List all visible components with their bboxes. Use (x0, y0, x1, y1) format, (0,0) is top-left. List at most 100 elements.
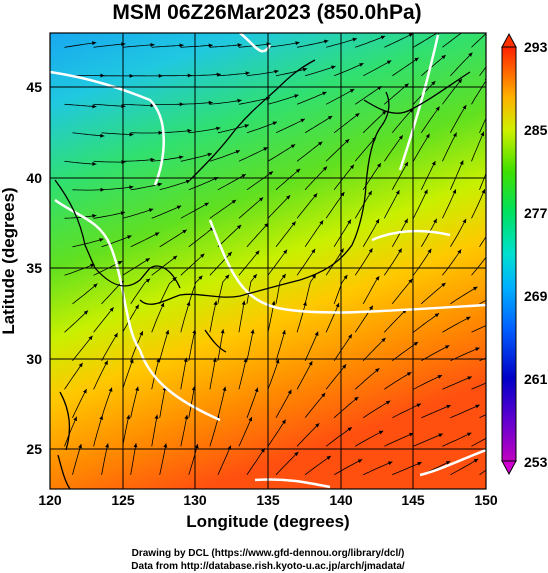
streamline (180, 357, 187, 390)
streamline-arrowhead (326, 455, 331, 460)
streamline-arrowhead (291, 221, 296, 226)
streamline-arrowhead (113, 333, 118, 338)
streamline-arrowhead (377, 163, 381, 168)
streamline (450, 286, 478, 305)
streamline-arrowhead (488, 160, 492, 165)
streamline-arrowhead (473, 286, 478, 291)
streamline-arrowhead (322, 91, 327, 96)
streamline (217, 274, 230, 304)
streamline (479, 414, 486, 419)
streamline (267, 194, 291, 219)
y-tick-label: 25 (26, 441, 42, 457)
streamline-arrowhead (404, 218, 408, 224)
streamline (217, 224, 242, 248)
streamline (442, 376, 472, 390)
streamline-arrowhead (109, 307, 114, 312)
streamline (72, 189, 105, 191)
streamline (275, 273, 287, 304)
streamline-arrowhead (104, 360, 108, 365)
plot-area (50, 33, 496, 489)
streamline (412, 189, 428, 219)
streamline (479, 469, 486, 476)
streamline (209, 44, 242, 48)
streamline (420, 160, 436, 190)
colorbar-min-arrow (501, 460, 517, 476)
streamline (93, 43, 126, 48)
streamline (420, 218, 438, 248)
streamline (122, 414, 130, 447)
streamline-arrowhead (281, 419, 286, 424)
streamline (246, 70, 279, 77)
streamline-arrowhead (349, 89, 355, 93)
streamline-arrowhead (200, 253, 205, 258)
streamline (267, 42, 300, 48)
streamline (450, 52, 473, 77)
streamline (354, 248, 373, 276)
streamline (209, 415, 220, 447)
streamline (130, 443, 137, 475)
streamlines (64, 33, 496, 476)
streamline-arrowhead (348, 334, 352, 339)
streamline (296, 193, 318, 219)
streamline (180, 102, 213, 105)
streamline-arrowhead (318, 141, 323, 146)
streamline-arrowhead (207, 152, 212, 157)
streamline-arrowhead (481, 189, 486, 194)
y-tick-label: 45 (26, 79, 42, 95)
streamline-arrowhead (315, 423, 320, 428)
streamline-arrowhead (204, 202, 209, 207)
streamline-arrowhead (492, 219, 496, 223)
streamline (383, 134, 404, 162)
streamline-arrowhead (386, 60, 392, 65)
streamline-arrowhead (283, 249, 288, 254)
streamline (325, 302, 340, 333)
streamline (64, 263, 95, 276)
streamline-arrowhead (172, 255, 178, 260)
x-tick-label: 140 (329, 492, 353, 508)
streamline (471, 256, 486, 276)
streamline-arrowhead (139, 331, 143, 336)
streamline (238, 147, 268, 162)
streamline (238, 197, 264, 219)
streamline-arrowhead (184, 414, 189, 420)
streamline (296, 91, 327, 105)
streamline-arrowhead (404, 83, 409, 88)
streamline-arrowhead (312, 274, 316, 279)
streamline-arrowhead (93, 283, 98, 288)
colorbar-max-arrow (501, 32, 517, 48)
streamline-arrowhead (387, 461, 393, 466)
streamline-arrowhead (352, 37, 357, 42)
streamline-arrowhead (150, 103, 155, 108)
streamline (93, 360, 109, 390)
streamline-arrowhead (462, 218, 467, 224)
streamline-arrowhead (427, 248, 432, 254)
streamline (326, 38, 358, 48)
colorbar-gradient (501, 46, 517, 462)
streamline (304, 65, 336, 77)
streamline (217, 72, 250, 77)
streamline-arrowhead (236, 224, 242, 230)
streamline-arrowhead (163, 443, 168, 448)
streamline-arrowhead (459, 160, 464, 165)
streamline-arrowhead (92, 161, 97, 166)
streamline-arrowhead (272, 121, 277, 126)
streamline-arrowhead (241, 300, 246, 305)
streamline (217, 445, 232, 475)
streamline-arrowhead (359, 63, 364, 67)
streamline (392, 461, 422, 476)
streamline-arrowhead (187, 128, 192, 133)
streamline-arrowhead (445, 461, 451, 465)
streamline (130, 183, 163, 191)
streamline (479, 235, 486, 248)
streamline (267, 249, 288, 276)
streamline (238, 358, 247, 390)
streamline (188, 329, 196, 361)
streamline-arrowhead (369, 305, 373, 310)
streamline-arrowhead (295, 41, 300, 46)
streamline-arrowhead (438, 433, 443, 438)
streamline-arrowhead (347, 219, 351, 224)
streamline-arrowhead (340, 192, 345, 197)
streamline (130, 278, 151, 305)
streamline-arrowhead (150, 157, 155, 162)
streamline-arrowhead (408, 33, 414, 37)
